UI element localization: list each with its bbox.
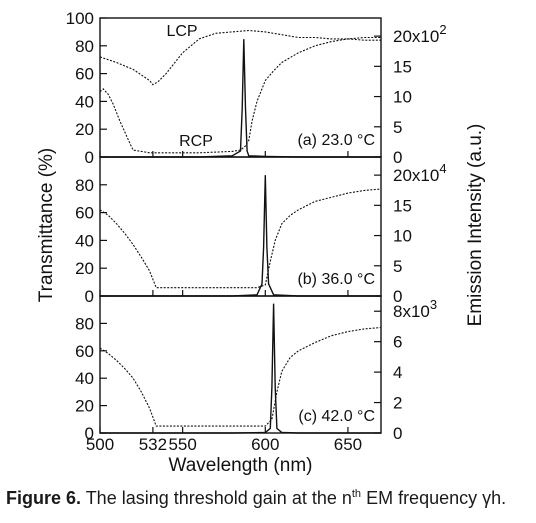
x-axis-title: Wavelength (nm) [169, 455, 313, 476]
x-tick-label: 600 [251, 435, 279, 454]
panel-b-left-tick-label: 0 [85, 287, 94, 306]
lcp-annotation: LCP [166, 23, 197, 40]
caption-text-after: EM frequency γh. [361, 488, 507, 508]
panel-c-left-tick-label: 80 [75, 314, 94, 333]
panel-a-series-lcp [99, 29, 381, 86]
panel-a-right-tick-label: 20x102 [393, 22, 447, 46]
x-tick-label: 650 [334, 435, 362, 454]
panel-a-left-tick-label: 0 [85, 148, 94, 167]
panel-c-right-tick-label: 6 [393, 333, 402, 352]
panel-b-left-tick-label: 60 [75, 204, 94, 223]
panel-c-series-emission [100, 303, 381, 434]
panel-b-left-tick-label: 20 [75, 259, 94, 278]
panel-a-right-exponent: 2 [439, 22, 446, 37]
y-axis-title-right: Emission Intensity (a.u.) [465, 124, 486, 327]
panel-b-right-tick-label: 10 [393, 227, 412, 246]
panel-c-left-tick-label: 60 [75, 342, 94, 361]
x-tick-label: 550 [168, 435, 196, 454]
panel-a-left-tick-label: 60 [75, 65, 94, 84]
panel-a-right-tick-label: 10 [393, 88, 412, 107]
panel-b-left-tick-label: 80 [75, 176, 94, 195]
panel-b-right-tick-label: 15 [393, 196, 412, 215]
panel-a-right-tick-label: 15 [393, 57, 412, 76]
panel-a-left-tick-label: 80 [75, 37, 94, 56]
caption-text-before: The lasing threshold gain at the n [81, 488, 352, 508]
panel-b-left-tick-label: 40 [75, 231, 94, 250]
panel-c-right-tick-label: 4 [393, 363, 402, 382]
panel-c-right-exponent: 3 [430, 297, 437, 312]
panel-b-label: (b) 36.0 °C [297, 271, 375, 288]
panel-b-series-transmittance [99, 188, 382, 289]
rcp-annotation: RCP [179, 133, 213, 150]
panel-c-left-tick-label: 20 [75, 397, 94, 416]
panel-c-series-transmittance [99, 326, 382, 427]
panel-c-right-tick-label: 2 [393, 394, 402, 413]
panel-b-right-tick-label: 0 [393, 287, 402, 306]
panel-a-right-tick-label: 5 [393, 118, 402, 137]
panel-c-label: (c) 42.0 °C [298, 408, 375, 425]
panel-a-left-tick-label: 20 [75, 120, 94, 139]
panel-a-right-tick-label: 0 [393, 148, 402, 167]
y-axis-title-left: Transmittance (%) [36, 148, 57, 303]
caption-label: Figure 6. [6, 488, 82, 508]
panel-a-series-rcp [99, 36, 381, 154]
panel-a-left-tick-label: 40 [75, 92, 94, 111]
x-tick-label: 500 [86, 435, 114, 454]
figure-caption: Figure 6. The lasing threshold gain at t… [6, 488, 530, 509]
panel-a-left-tick-label: 100 [66, 9, 94, 28]
panel-a-label: (a) 23.0 °C [297, 132, 375, 149]
panel-b-right-exponent: 4 [439, 161, 446, 176]
panel-c-right-tick-label: 0 [393, 424, 402, 443]
panel-b-right-tick-label: 5 [393, 257, 402, 276]
x-tick-label: 532 [139, 435, 167, 454]
caption-superscript: th [351, 488, 362, 500]
panel-c-left-tick-label: 0 [85, 424, 94, 443]
panel-c-left-tick-label: 40 [75, 369, 94, 388]
